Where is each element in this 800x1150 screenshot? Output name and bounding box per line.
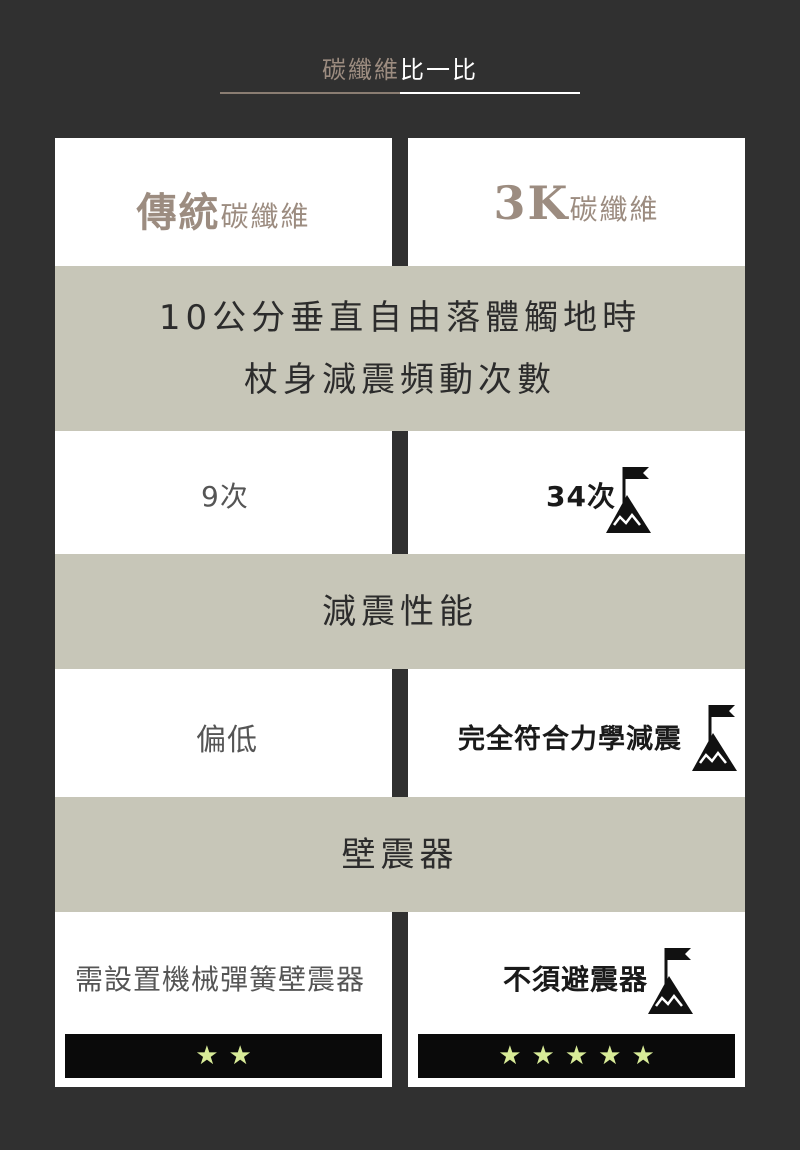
star-icon: ★ <box>531 1041 555 1071</box>
row-heading-damping: 減震性能 <box>55 554 745 669</box>
header-title: 碳纖維比一比 <box>220 54 580 86</box>
value-traditional-vibration: 9次 <box>201 480 249 513</box>
cell-traditional-damping: 偏低 <box>55 669 392 797</box>
column-header-3k: 3K碳纖維 <box>408 138 745 266</box>
cell-3k-damping: 完全符合力學減震 <box>408 669 745 797</box>
column-title-3k: 3K碳纖維 <box>408 176 745 230</box>
mountain-flag-icon <box>606 467 651 533</box>
value-3k-vibration: 34次 <box>546 480 616 513</box>
rating-bar-traditional: ★ ★ <box>65 1034 382 1078</box>
header-title-part2: 比一比 <box>400 56 478 84</box>
cell-3k-shock-absorber: 不須避震器 ★ ★ ★ ★ ★ <box>408 912 745 1087</box>
cell-traditional-vibration: 9次 <box>55 431 392 554</box>
row-heading-damping-text: 減震性能 <box>322 592 478 632</box>
star-icon: ★ <box>195 1041 219 1071</box>
header-underline-right <box>400 92 580 94</box>
cell-traditional-shock-absorber: 需設置機械彈簧壁震器 ★ ★ <box>55 912 392 1087</box>
column-title-traditional-sub: 碳纖維 <box>220 200 311 233</box>
value-3k-damping: 完全符合力學減震 <box>458 724 682 755</box>
header-underline-left <box>220 92 400 94</box>
row-heading-shock-absorber: 壁震器 <box>55 797 745 912</box>
header-title-part1: 碳纖維 <box>322 56 400 84</box>
row-heading-vibration-line2: 杖身減震頻動次數 <box>244 360 556 400</box>
value-3k-shock-absorber: 不須避震器 <box>503 963 649 996</box>
mountain-flag-icon <box>692 705 737 771</box>
section-header: 碳纖維比一比 <box>220 50 580 96</box>
mountain-flag-icon <box>648 948 693 1014</box>
star-icon: ★ <box>598 1041 622 1071</box>
column-title-3k-sub: 碳纖維 <box>569 193 660 226</box>
column-header-traditional: 傳統碳纖維 <box>55 138 392 266</box>
row-heading-vibration: 10公分垂直自由落體觸地時 杖身減震頻動次數 <box>55 266 745 431</box>
rating-bar-3k: ★ ★ ★ ★ ★ <box>418 1034 735 1078</box>
star-icon: ★ <box>564 1041 589 1071</box>
column-title-traditional-main: 傳統 <box>136 189 221 236</box>
value-traditional-damping: 偏低 <box>196 723 258 758</box>
column-title-3k-main: 3K <box>493 176 570 230</box>
row-heading-vibration-line1: 10公分垂直自由落體觸地時 <box>158 298 642 338</box>
star-icon: ★ <box>631 1041 655 1071</box>
cell-3k-vibration: 34次 <box>408 431 745 554</box>
value-traditional-shock-absorber: 需設置機械彈簧壁震器 <box>75 963 366 996</box>
row-heading-shock-absorber-text: 壁震器 <box>341 835 459 875</box>
column-title-traditional: 傳統碳纖維 <box>55 180 392 238</box>
star-icon: ★ <box>498 1041 522 1071</box>
star-icon: ★ <box>228 1041 252 1071</box>
